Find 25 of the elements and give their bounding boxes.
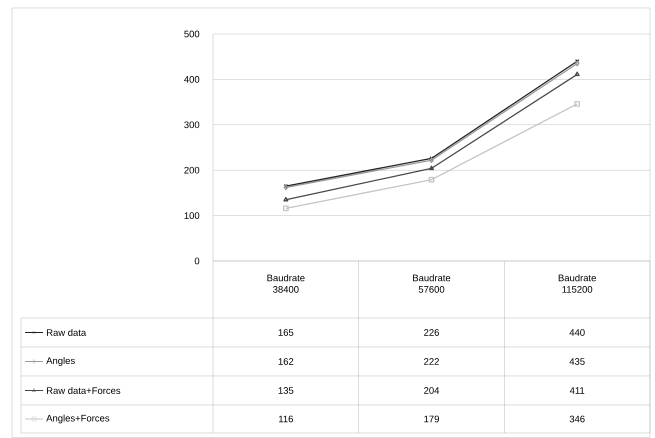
y-tick-label: 200	[184, 166, 200, 174]
x-tick-label: Baudrate 57600	[413, 274, 450, 293]
x-tick-label: Baudrate 38400	[267, 274, 305, 293]
data-label: 165	[278, 329, 294, 336]
y-tick-label: 0	[194, 258, 200, 264]
data-label: 435	[570, 358, 585, 365]
data-label: 411	[570, 387, 584, 394]
legend-label: Raw data	[46, 329, 86, 336]
data-label: 204	[424, 387, 440, 394]
data-label: 226	[424, 329, 439, 336]
legend-label: Raw data+Forces	[46, 387, 120, 394]
y-tick-label: 500	[184, 30, 200, 38]
data-label: 179	[424, 416, 439, 422]
legend-label: Angles+Forces	[46, 414, 110, 424]
x-tick-label: Baudrate 115200	[558, 274, 596, 293]
data-label: 135	[278, 387, 294, 394]
data-label: 440	[570, 329, 585, 336]
legend-label: Angles	[46, 357, 75, 366]
data-label: 346	[570, 416, 585, 422]
y-tick-label: 300	[184, 121, 200, 128]
data-label: 116	[279, 416, 293, 422]
data-label: 162	[278, 358, 294, 365]
data-label: 222	[424, 358, 439, 365]
y-tick-label: 400	[184, 76, 200, 83]
y-tick-label: 100	[184, 212, 200, 219]
